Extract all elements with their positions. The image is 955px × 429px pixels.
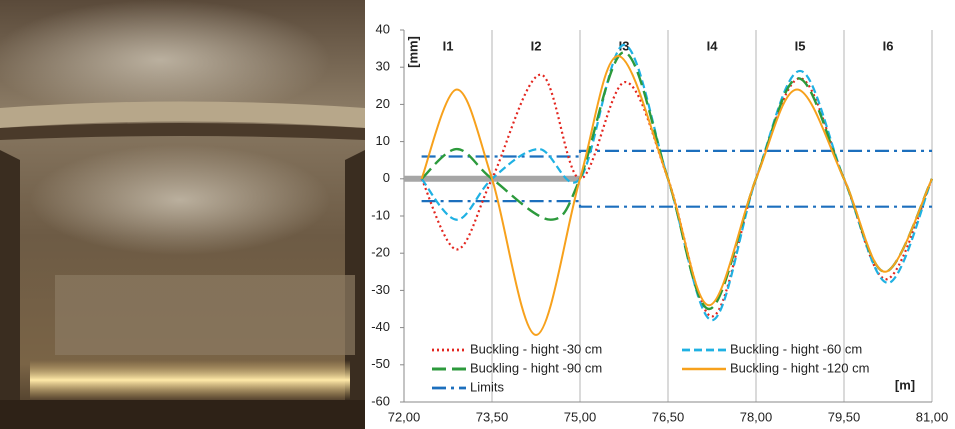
y-axis-label: [mm] bbox=[405, 36, 420, 68]
y-tick-label: -10 bbox=[371, 207, 390, 222]
photo bbox=[0, 0, 365, 429]
legend-label: Buckling - hight -60 cm bbox=[730, 341, 862, 356]
legend-label: Buckling - hight -120 cm bbox=[730, 360, 869, 375]
y-tick-label: 10 bbox=[376, 133, 390, 148]
limit-line bbox=[422, 151, 932, 157]
section-label: I5 bbox=[795, 38, 806, 53]
x-tick-label: 73,50 bbox=[476, 409, 509, 424]
section-label: I2 bbox=[531, 38, 542, 53]
section-label: I6 bbox=[883, 38, 894, 53]
legend-label: Buckling - hight -30 cm bbox=[470, 341, 602, 356]
series-line bbox=[422, 75, 932, 317]
chart: [mm] [m] 72,00 73,50 75,00 76,50 78,00 79,50 8… bbox=[371, 21, 948, 424]
y-tick-label: 30 bbox=[376, 59, 390, 74]
x-tick-label: 75,00 bbox=[564, 409, 597, 424]
section-label: I4 bbox=[707, 38, 719, 53]
page: [mm] [m] 72,00 73,50 75,00 76,50 78,00 79,50 8… bbox=[0, 0, 955, 429]
series-line bbox=[422, 56, 932, 335]
x-tick-label: 81,00 bbox=[916, 409, 949, 424]
y-tick-label: -50 bbox=[371, 356, 390, 371]
x-tick-label: 78,00 bbox=[740, 409, 773, 424]
y-tick-label: 20 bbox=[376, 96, 390, 111]
x-tick-label: 76,50 bbox=[652, 409, 685, 424]
x-tick-label: 79,50 bbox=[828, 409, 861, 424]
y-tick-label: -60 bbox=[371, 393, 390, 408]
y-tick-label: 40 bbox=[376, 21, 390, 36]
y-tick-label: -40 bbox=[371, 319, 390, 334]
y-tick-label: -30 bbox=[371, 282, 390, 297]
x-tick-label: 72,00 bbox=[388, 409, 421, 424]
section-label: I1 bbox=[443, 38, 454, 53]
legend-label: Buckling - hight -90 cm bbox=[470, 360, 602, 375]
y-tick-label: -20 bbox=[371, 245, 390, 260]
x-axis-label: [m] bbox=[895, 377, 915, 392]
y-tick-label: 0 bbox=[383, 170, 390, 185]
legend-label: Limits bbox=[470, 379, 504, 394]
